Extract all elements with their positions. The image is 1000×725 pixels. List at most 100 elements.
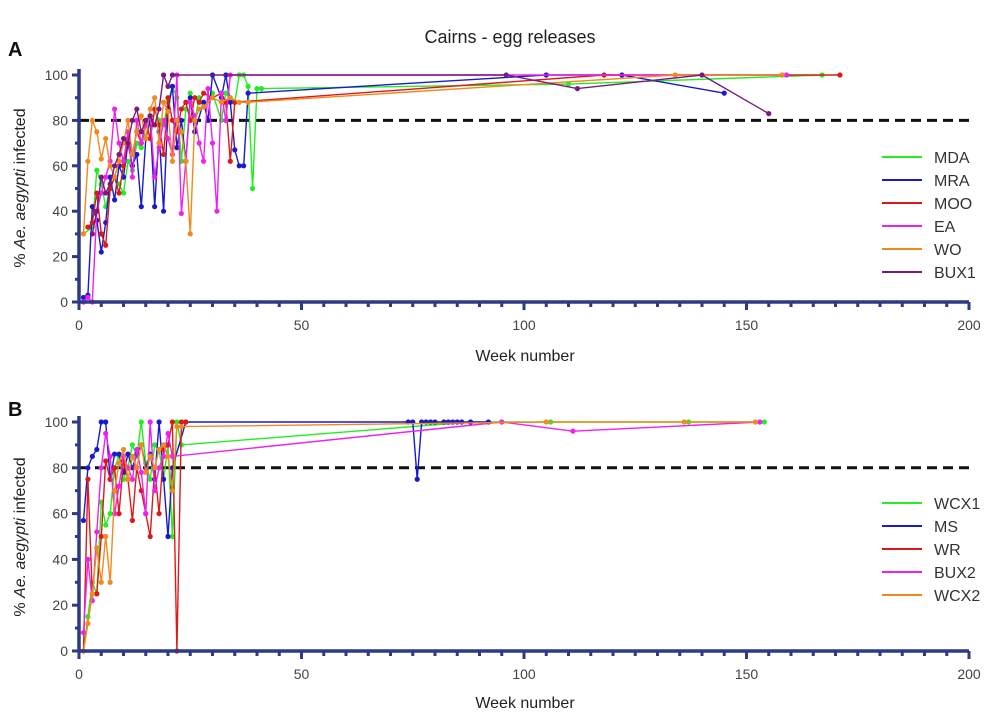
series-wo-point [80, 231, 87, 237]
series-wcx2-point [107, 579, 113, 585]
series-bux1-point [134, 106, 140, 112]
series-wcx2-point [156, 446, 162, 453]
series-wcx1-point [169, 533, 176, 540]
series-wcx2-point [116, 460, 122, 466]
panel-b-y-label-species: Ae. aegypti [12, 517, 29, 599]
series-moo-point [178, 106, 184, 112]
series-wo-point [236, 99, 242, 105]
series-wcx2-point [103, 533, 109, 540]
series-wo-point [209, 95, 216, 101]
series-bux2-point [757, 419, 763, 425]
series-bux1-point [169, 72, 176, 78]
panel-b-y-axis-label: % Ae. aegypti infected [12, 457, 29, 616]
series-wo-point [187, 231, 193, 237]
series-moo-point [196, 99, 202, 105]
series-wo-point [94, 129, 100, 135]
series-ms-point [165, 533, 171, 540]
series-bux1-point [125, 140, 131, 146]
series-mda-point [187, 90, 193, 96]
series-bux1-point [112, 163, 118, 169]
series-wo-point [112, 174, 118, 180]
series-bux2-point [134, 446, 140, 453]
panel-a-x-tick-label: 50 [294, 317, 310, 333]
series-mra-point [201, 99, 207, 105]
panel-a-letter: A [8, 39, 22, 61]
legend-bux2-label: BUX2 [934, 565, 976, 582]
series-wo-point [152, 95, 158, 101]
series-wo-point [134, 129, 140, 135]
panel-b-y-tick-label: 100 [45, 414, 69, 430]
series-bux1-point [120, 135, 127, 142]
series-wcx2-point [543, 419, 549, 425]
series-mra-point [112, 197, 118, 203]
series-mda-point [218, 117, 224, 123]
series-mda-point [125, 158, 131, 164]
panel-a: A 0 20 40 60 80 100 0 50 100 150 200 Week number %… [8, 39, 981, 365]
series-bux1-point [116, 151, 122, 158]
series-ms-point [112, 451, 118, 457]
panel-b-letter: B [8, 399, 22, 421]
series-bux2-point [103, 430, 109, 437]
series-bux1-point [143, 117, 149, 123]
series-bux2-point [98, 465, 104, 471]
panel-b-y-tick-label: 40 [52, 551, 68, 567]
series-wo-point [174, 117, 180, 123]
series-bux2-point [80, 630, 87, 636]
series-mra-point [721, 90, 727, 96]
panel-a-y-tick-label: 100 [45, 67, 69, 83]
panel-a-legend: MDA MRA MOO EA WO BUX1 [882, 150, 976, 282]
legend-mra-label: MRA [934, 173, 970, 190]
series-wo [80, 72, 785, 237]
series-wr-point [147, 533, 153, 540]
series-wcx2-point [134, 465, 140, 471]
series-bux1-point [574, 86, 581, 92]
series-wcx2-point [143, 469, 149, 475]
series-ea-point [85, 294, 91, 301]
series-bux1-point [766, 110, 772, 117]
series-ea-point [209, 140, 216, 146]
panel-a-y-tick-label: 40 [52, 203, 68, 219]
series-mda-point [138, 145, 144, 151]
series-mra-point [174, 145, 180, 151]
legend-mda-label: MDA [934, 150, 970, 167]
series-mra-point [227, 99, 233, 105]
series-bux1-point [94, 208, 100, 214]
legend-wr-label: WR [934, 542, 961, 559]
series-bux1-point [89, 231, 95, 237]
series-bux2 [80, 419, 763, 636]
series-mra-point [134, 151, 140, 158]
series-ea-point [112, 106, 118, 112]
series-wcx1-point [147, 476, 153, 482]
series-wo-point [156, 140, 162, 146]
series-bux1-point [503, 72, 509, 78]
legend-bux1-label: BUX1 [934, 265, 976, 282]
panel-a-x-tick-label: 0 [75, 317, 83, 333]
series-ea-point [165, 135, 171, 142]
series-wo-point [169, 158, 176, 164]
panel-b-x-axis-label: Week number [475, 695, 575, 712]
series-mra-point [89, 204, 95, 210]
series-bux2-point [147, 419, 153, 425]
series-wcx2-point [147, 453, 153, 459]
series-wcx2-point [98, 579, 104, 585]
panel-b-y-tick-label: 20 [52, 597, 68, 613]
series-wcx2-point [681, 419, 687, 425]
series-bux1-point [165, 83, 171, 89]
panel-b-series-layer [80, 419, 767, 654]
series-bux2-line [82, 421, 760, 633]
series-mda-point [245, 83, 251, 89]
series-mda-point [254, 86, 260, 92]
series-wcx2-point [165, 453, 171, 459]
series-bux2-point [160, 453, 167, 459]
panel-b-x-tick-label: 100 [512, 666, 536, 682]
series-wo-point [125, 117, 131, 123]
panel-a-y-axis-label: % Ae. aegypti infected [12, 108, 29, 267]
panel-b-y-tick-label: 80 [52, 460, 68, 476]
series-wcx2-point [160, 442, 167, 448]
series-ea-point [783, 72, 790, 78]
series-ea-point [116, 140, 122, 146]
series-mda-point [258, 86, 265, 92]
panel-b-legend: WCX1 MS WR BUX2 WCX2 [882, 496, 980, 605]
series-mra-point [187, 95, 193, 101]
